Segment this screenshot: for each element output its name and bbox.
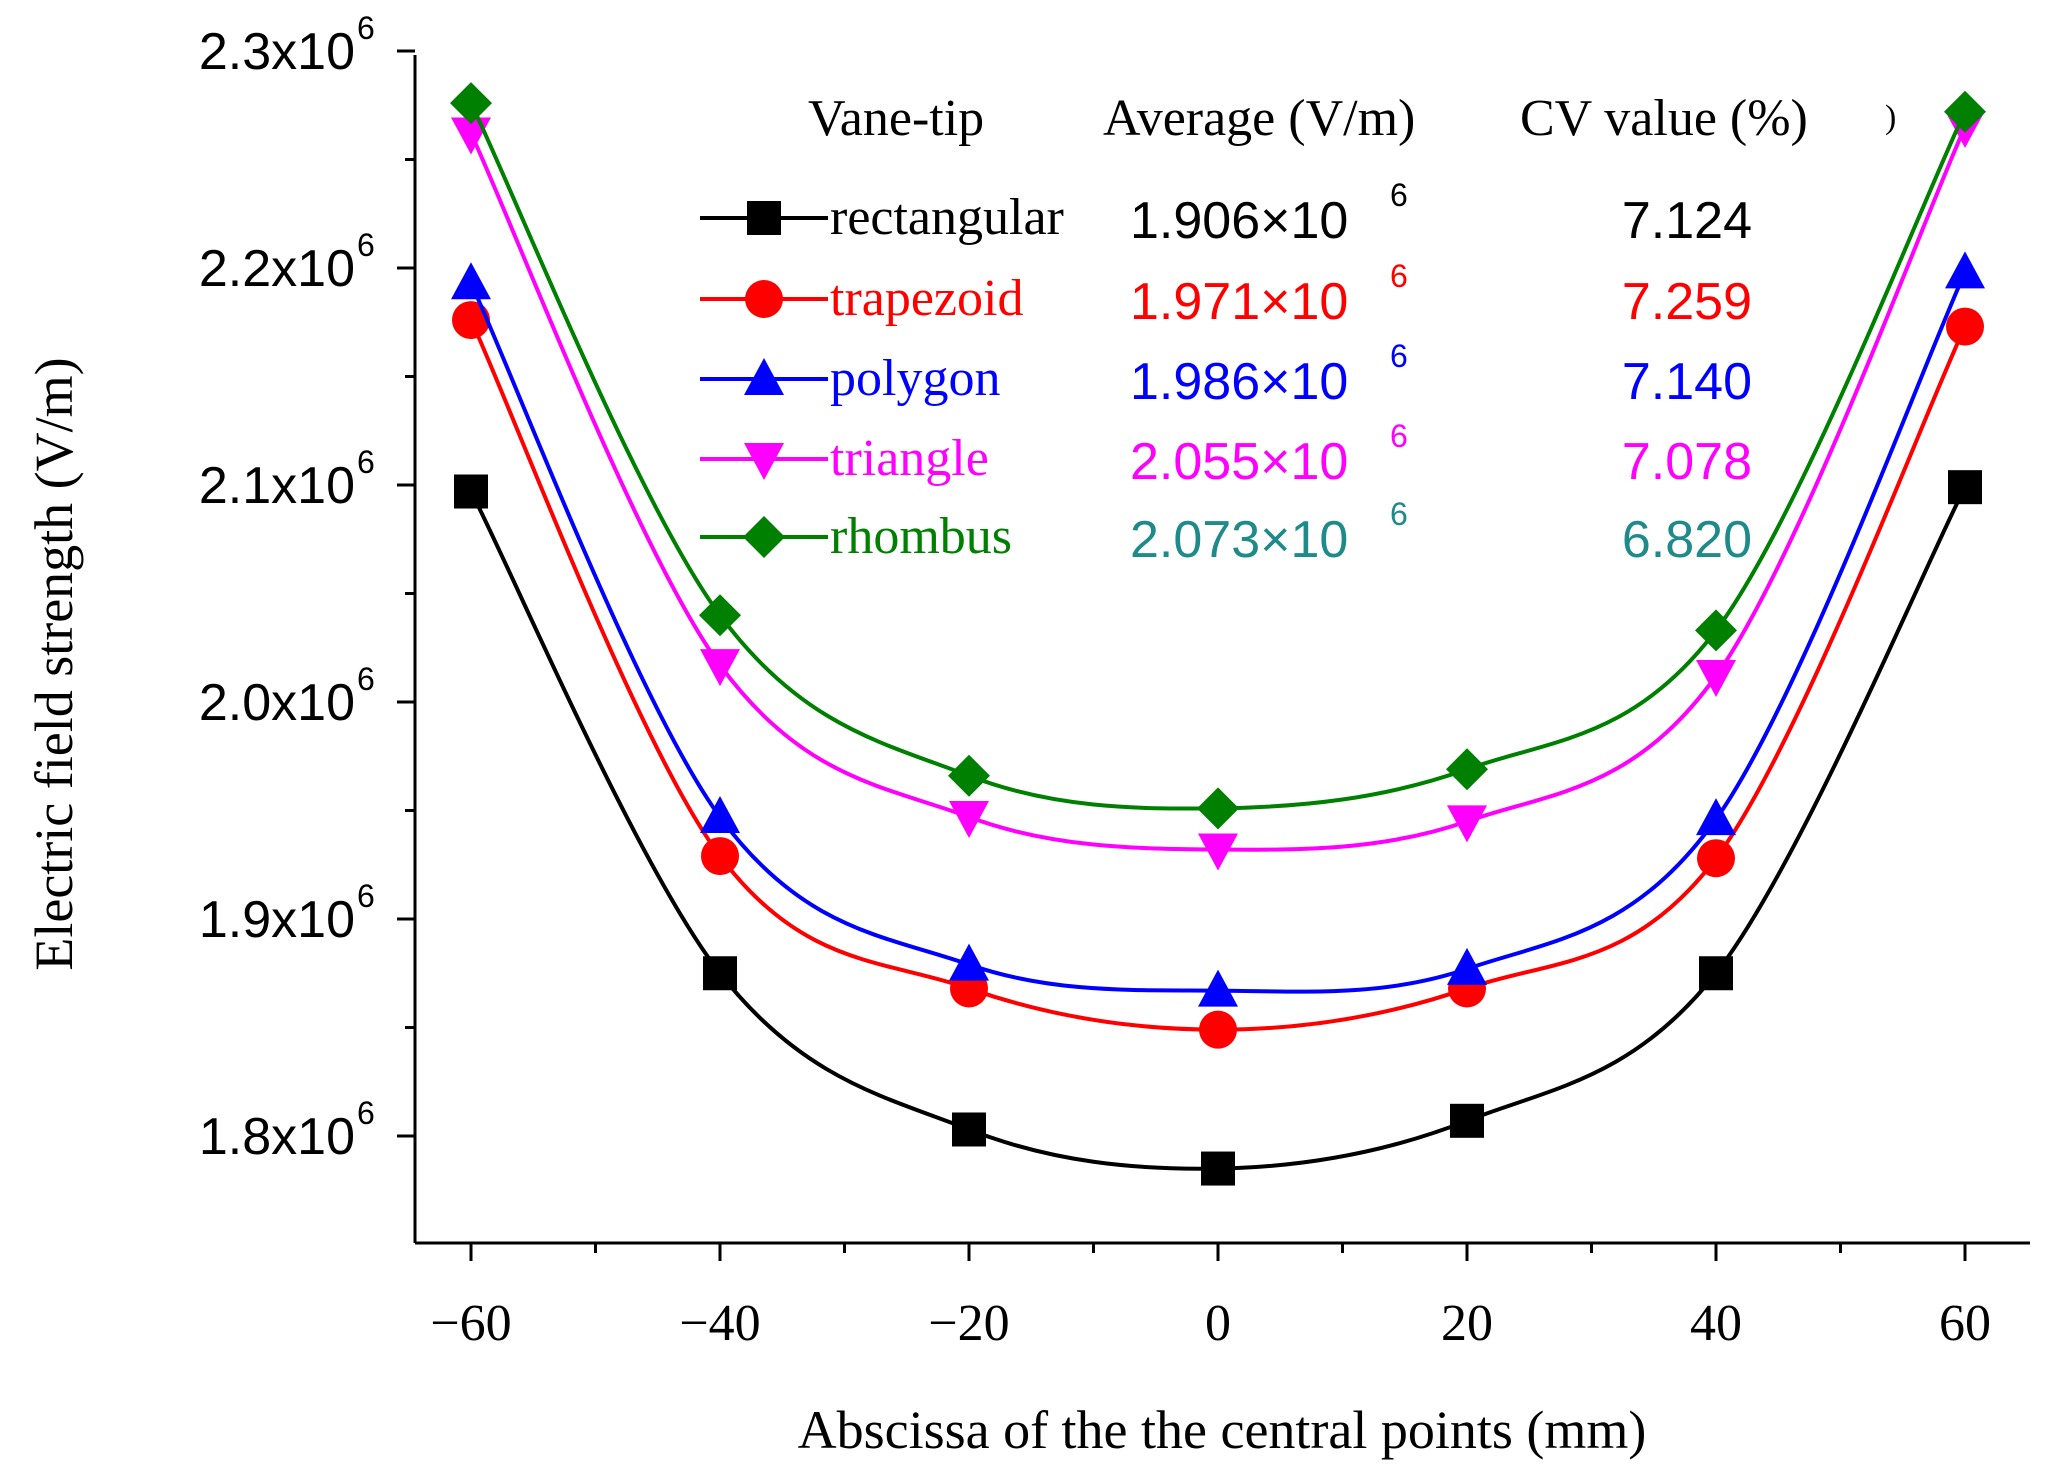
- legend-header-cv: CV value (%): [1520, 90, 1808, 147]
- x-tick-label: −60: [430, 1295, 511, 1352]
- legend-rows: rectangular 1.906×10 6 7.124 trapezoid 1.971×…: [700, 177, 1752, 569]
- data-point-rhombus: [1944, 90, 1986, 133]
- data-point-polygon: [1696, 798, 1736, 836]
- y-ticks: 1.8x10 61.9x10 62.0x10 62.1x10 62.2x10 62.3x1…: [199, 10, 415, 1166]
- data-point-rectangular: [1201, 1151, 1235, 1186]
- data-point-trapezoid: [1199, 1010, 1237, 1049]
- data-point-triangle: [700, 649, 740, 687]
- data-point-rectangular: [1948, 470, 1982, 505]
- data-point-polygon: [451, 262, 491, 300]
- x-tick-label: −40: [679, 1295, 760, 1352]
- legend-label-rectangular: rectangular: [830, 189, 1064, 246]
- data-point-triangle: [1198, 833, 1238, 871]
- x-ticks: −60 −40 −20 0 20 40 60: [430, 1243, 1991, 1352]
- legend-marker-trapezoid: [745, 280, 783, 318]
- x-tick-label: 60: [1939, 1295, 1991, 1352]
- legend-average-exponent-triangle: 6: [1390, 418, 1408, 454]
- legend-row-triangle: triangle 2.055×10 6 7.078: [700, 418, 1752, 491]
- series-line-trapezoid: [469, 319, 1967, 1032]
- series-rhombus: [450, 82, 1986, 830]
- legend-average-rectangular: 1.906×10: [1130, 192, 1348, 250]
- data-point-rhombus: [1446, 748, 1488, 791]
- legend-average-exponent-polygon: 6: [1390, 338, 1408, 374]
- legend-average-polygon: 1.986×10: [1130, 353, 1348, 411]
- data-point-rectangular: [952, 1112, 986, 1147]
- x-tick-label: 40: [1690, 1295, 1742, 1352]
- legend-header-average: Average (V/m): [1103, 90, 1415, 147]
- series-polygon: [451, 251, 1985, 1007]
- legend-row-rhombus: rhombus 2.073×10 6 6.820: [700, 496, 1752, 569]
- axes: 1.8x10 61.9x10 62.0x10 62.1x10 62.2x10 62.3x1…: [24, 10, 2030, 1460]
- legend-average-exponent-rectangular: 6: [1390, 177, 1408, 213]
- y-tick-label: 2.2x10: [199, 240, 355, 298]
- data-point-rectangular: [454, 474, 488, 509]
- legend-marker-polygon: [744, 358, 784, 395]
- legend-average-exponent-rhombus: 6: [1390, 496, 1408, 532]
- data-point-triangle: [949, 801, 989, 839]
- data-point-polygon: [1198, 969, 1238, 1007]
- data-point-polygon: [700, 796, 740, 834]
- data-point-rhombus: [699, 594, 741, 637]
- data-point-rhombus: [1695, 609, 1737, 652]
- data-point-polygon: [1945, 251, 1985, 289]
- data-point-triangle: [1447, 805, 1487, 843]
- y-tick-exponent: 6: [357, 227, 375, 263]
- legend-label-trapezoid: trapezoid: [830, 270, 1023, 327]
- data-point-rectangular: [1450, 1103, 1484, 1138]
- legend-cv-rectangular: 7.124: [1622, 192, 1752, 250]
- data-point-rhombus: [450, 82, 492, 125]
- y-tick-label: 2.3x10: [199, 23, 355, 81]
- y-tick-exponent: 6: [357, 10, 375, 46]
- data-point-trapezoid: [701, 837, 739, 876]
- x-tick-label: 0: [1205, 1295, 1231, 1352]
- y-tick-label: 2.1x10: [199, 457, 355, 515]
- legend-average-triangle: 2.055×10: [1130, 433, 1348, 491]
- data-point-rhombus: [1197, 787, 1239, 830]
- y-axis-label: Electric field strength (V/m): [24, 357, 84, 970]
- legend-row-polygon: polygon 1.986×10 6 7.140: [700, 338, 1752, 411]
- legend-marker-rectangular: [747, 201, 781, 235]
- series-layer: [450, 82, 1986, 1186]
- series-trapezoid: [452, 301, 1984, 1049]
- y-tick-exponent: 6: [357, 1095, 375, 1131]
- legend-cv-rhombus: 6.820: [1622, 511, 1752, 569]
- series-rectangular: [454, 470, 1982, 1186]
- legend-label-rhombus: rhombus: [830, 508, 1012, 565]
- legend: Vane-tip Average (V/m) CV value (%) ) re…: [700, 90, 1896, 569]
- legend-label-triangle: triangle: [830, 430, 989, 487]
- x-tick-label: −20: [928, 1295, 1009, 1352]
- data-point-trapezoid: [1946, 307, 1984, 346]
- x-tick-label: 20: [1441, 1295, 1493, 1352]
- x-axis-label: Abscissa of the the central points (mm): [798, 1400, 1647, 1460]
- data-point-trapezoid: [1697, 839, 1735, 878]
- y-tick-exponent: 6: [357, 878, 375, 914]
- legend-label-polygon: polygon: [830, 350, 1000, 407]
- data-point-trapezoid: [452, 301, 490, 340]
- legend-cv-polygon: 7.140: [1622, 353, 1752, 411]
- legend-average-rhombus: 2.073×10: [1130, 511, 1348, 569]
- legend-average-exponent-trapezoid: 6: [1390, 258, 1408, 294]
- legend-marker-rhombus: [743, 516, 785, 558]
- data-point-polygon: [949, 943, 989, 981]
- y-tick-label: 1.8x10: [199, 1108, 355, 1166]
- y-tick-label: 1.9x10: [199, 891, 355, 949]
- legend-marker-triangle: [744, 443, 784, 480]
- legend-row-rectangular: rectangular 1.906×10 6 7.124: [700, 177, 1752, 250]
- data-point-rectangular: [1699, 956, 1733, 991]
- data-point-rhombus: [948, 754, 990, 797]
- legend-cv-triangle: 7.078: [1622, 433, 1752, 491]
- data-point-triangle: [1696, 659, 1736, 697]
- y-tick-label: 2.0x10: [199, 674, 355, 732]
- legend-row-trapezoid: trapezoid 1.971×10 6 7.259: [700, 258, 1752, 331]
- legend-cv-trapezoid: 7.259: [1622, 273, 1752, 331]
- y-tick-exponent: 6: [357, 661, 375, 697]
- legend-header-name: Vane-tip: [808, 90, 984, 147]
- data-point-polygon: [1447, 947, 1487, 985]
- data-point-rectangular: [703, 956, 737, 991]
- y-tick-exponent: 6: [357, 444, 375, 480]
- legend-header-stray-mark: ): [1885, 99, 1896, 136]
- legend-average-trapezoid: 1.971×10: [1130, 273, 1348, 331]
